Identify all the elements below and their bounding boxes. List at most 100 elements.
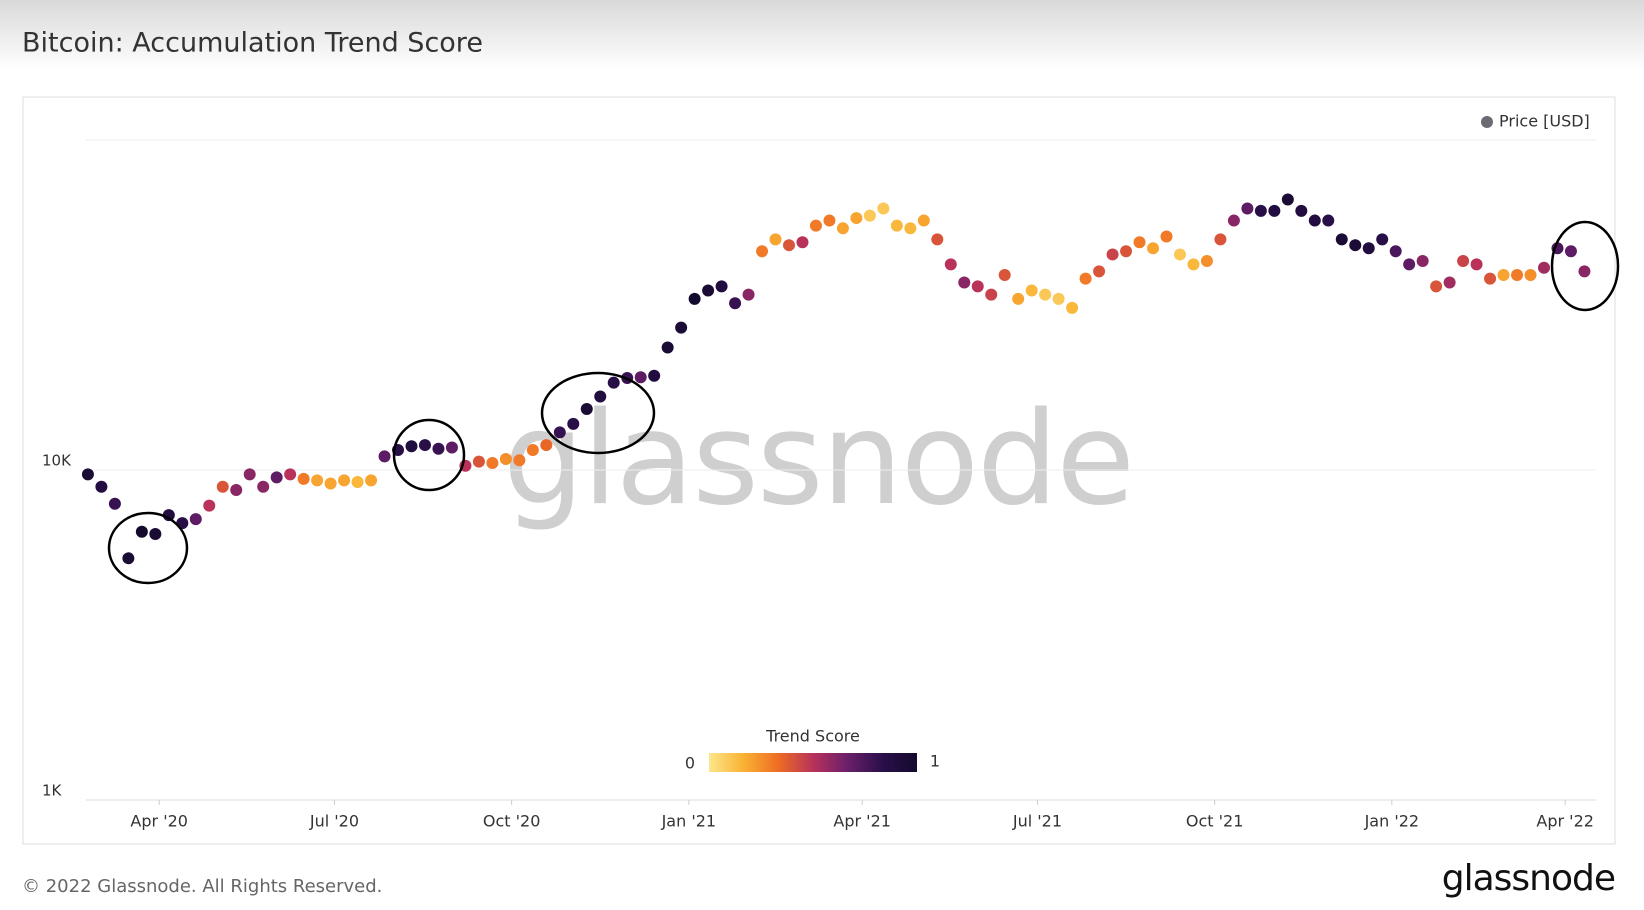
price-point xyxy=(257,480,270,493)
price-point xyxy=(432,442,445,455)
price-point xyxy=(203,499,216,512)
annotation-circle xyxy=(392,418,466,492)
price-point xyxy=(823,214,836,227)
x-tick-label: Apr '22 xyxy=(1536,812,1594,831)
price-point xyxy=(1430,280,1443,293)
price-point xyxy=(661,341,674,354)
price-point xyxy=(1268,204,1281,217)
colorbar-min: 0 xyxy=(685,754,695,773)
price-point xyxy=(594,390,607,403)
price-point xyxy=(769,233,782,246)
price-point xyxy=(338,474,351,487)
price-point xyxy=(1147,242,1160,255)
price-point xyxy=(405,440,418,453)
x-tick-label: Oct '21 xyxy=(1186,812,1244,831)
annotation-circle xyxy=(107,511,189,585)
plot-area: 1K 10K Apr '20 Jul '20 Oct '20 Jan '21 Apr '21… xyxy=(42,139,1596,831)
price-point xyxy=(1052,292,1065,305)
price-point xyxy=(297,472,310,485)
price-point xyxy=(1416,254,1429,267)
price-point xyxy=(486,457,499,470)
price-point xyxy=(472,455,485,468)
price-point xyxy=(1470,258,1483,271)
price-point xyxy=(1120,245,1133,258)
y-tick-label: 1K xyxy=(42,782,63,800)
price-point xyxy=(311,474,324,487)
price-point xyxy=(513,454,526,467)
price-point xyxy=(1106,248,1119,261)
price-point xyxy=(108,497,121,510)
price-point xyxy=(95,480,108,493)
annotation-circle xyxy=(540,371,656,455)
price-point xyxy=(1173,248,1186,261)
price-point xyxy=(1497,268,1510,281)
price-point xyxy=(1578,265,1591,278)
price-point xyxy=(1389,245,1402,258)
price-point xyxy=(1349,239,1362,252)
price-point xyxy=(958,276,971,289)
price-point xyxy=(648,369,661,382)
price-point xyxy=(1093,265,1106,278)
price-point xyxy=(216,480,229,493)
price-point xyxy=(1039,288,1052,301)
price-point xyxy=(809,219,822,232)
x-tick-label: Apr '20 xyxy=(130,812,188,831)
price-point xyxy=(890,219,903,232)
price-point xyxy=(782,239,795,252)
price-point xyxy=(863,209,876,222)
price-point xyxy=(540,439,553,452)
price-point xyxy=(351,475,364,488)
price-point xyxy=(1295,204,1308,217)
price-point xyxy=(1160,230,1173,243)
x-tick-label: Jan '22 xyxy=(1364,812,1420,831)
price-point xyxy=(1133,236,1146,249)
price-point xyxy=(877,202,890,215)
x-tick-label: Apr '21 xyxy=(833,812,891,831)
price-point xyxy=(742,288,755,301)
x-tick-label: Jul '20 xyxy=(309,812,359,831)
price-point xyxy=(944,258,957,271)
price-point xyxy=(189,513,202,526)
price-point xyxy=(1537,261,1550,274)
price-point xyxy=(1066,301,1079,314)
price-point xyxy=(1214,233,1227,246)
price-point xyxy=(1403,258,1416,271)
price-point xyxy=(230,483,243,496)
price-point xyxy=(756,245,769,258)
price-point xyxy=(1254,204,1267,217)
price-point xyxy=(634,371,647,384)
annotation-circles xyxy=(107,220,1620,585)
price-point xyxy=(1511,268,1524,281)
price-point xyxy=(378,450,391,463)
price-point xyxy=(1457,254,1470,267)
price-point xyxy=(1362,242,1375,255)
price-point xyxy=(1484,272,1497,285)
x-tick-label: Jul '21 xyxy=(1012,812,1062,831)
price-point xyxy=(365,474,378,487)
price-point xyxy=(567,417,580,430)
price-point xyxy=(580,403,593,416)
price-point xyxy=(796,236,809,249)
y-tick-label: 10K xyxy=(42,452,72,470)
price-point xyxy=(702,284,715,297)
price-point xyxy=(688,292,701,305)
price-point xyxy=(243,468,256,481)
price-point xyxy=(135,525,148,538)
chart-title: Bitcoin: Accumulation Trend Score xyxy=(22,28,483,59)
price-point xyxy=(850,212,863,225)
price-point xyxy=(418,439,431,452)
price-point xyxy=(1012,292,1025,305)
annotation-circle xyxy=(1550,220,1620,312)
price-point xyxy=(526,443,539,456)
footer: © 2022 Glassnode. All Rights Reserved. xyxy=(22,876,382,897)
price-point xyxy=(1227,214,1240,227)
colorbar-max: 1 xyxy=(930,752,940,771)
price-point xyxy=(836,222,849,235)
price-point xyxy=(1564,245,1577,258)
price-point xyxy=(917,214,930,227)
legend-label[interactable]: Price [USD] xyxy=(1499,112,1590,131)
price-point xyxy=(149,527,162,540)
header-background xyxy=(0,0,1644,70)
logo: glassnode xyxy=(1442,858,1615,899)
